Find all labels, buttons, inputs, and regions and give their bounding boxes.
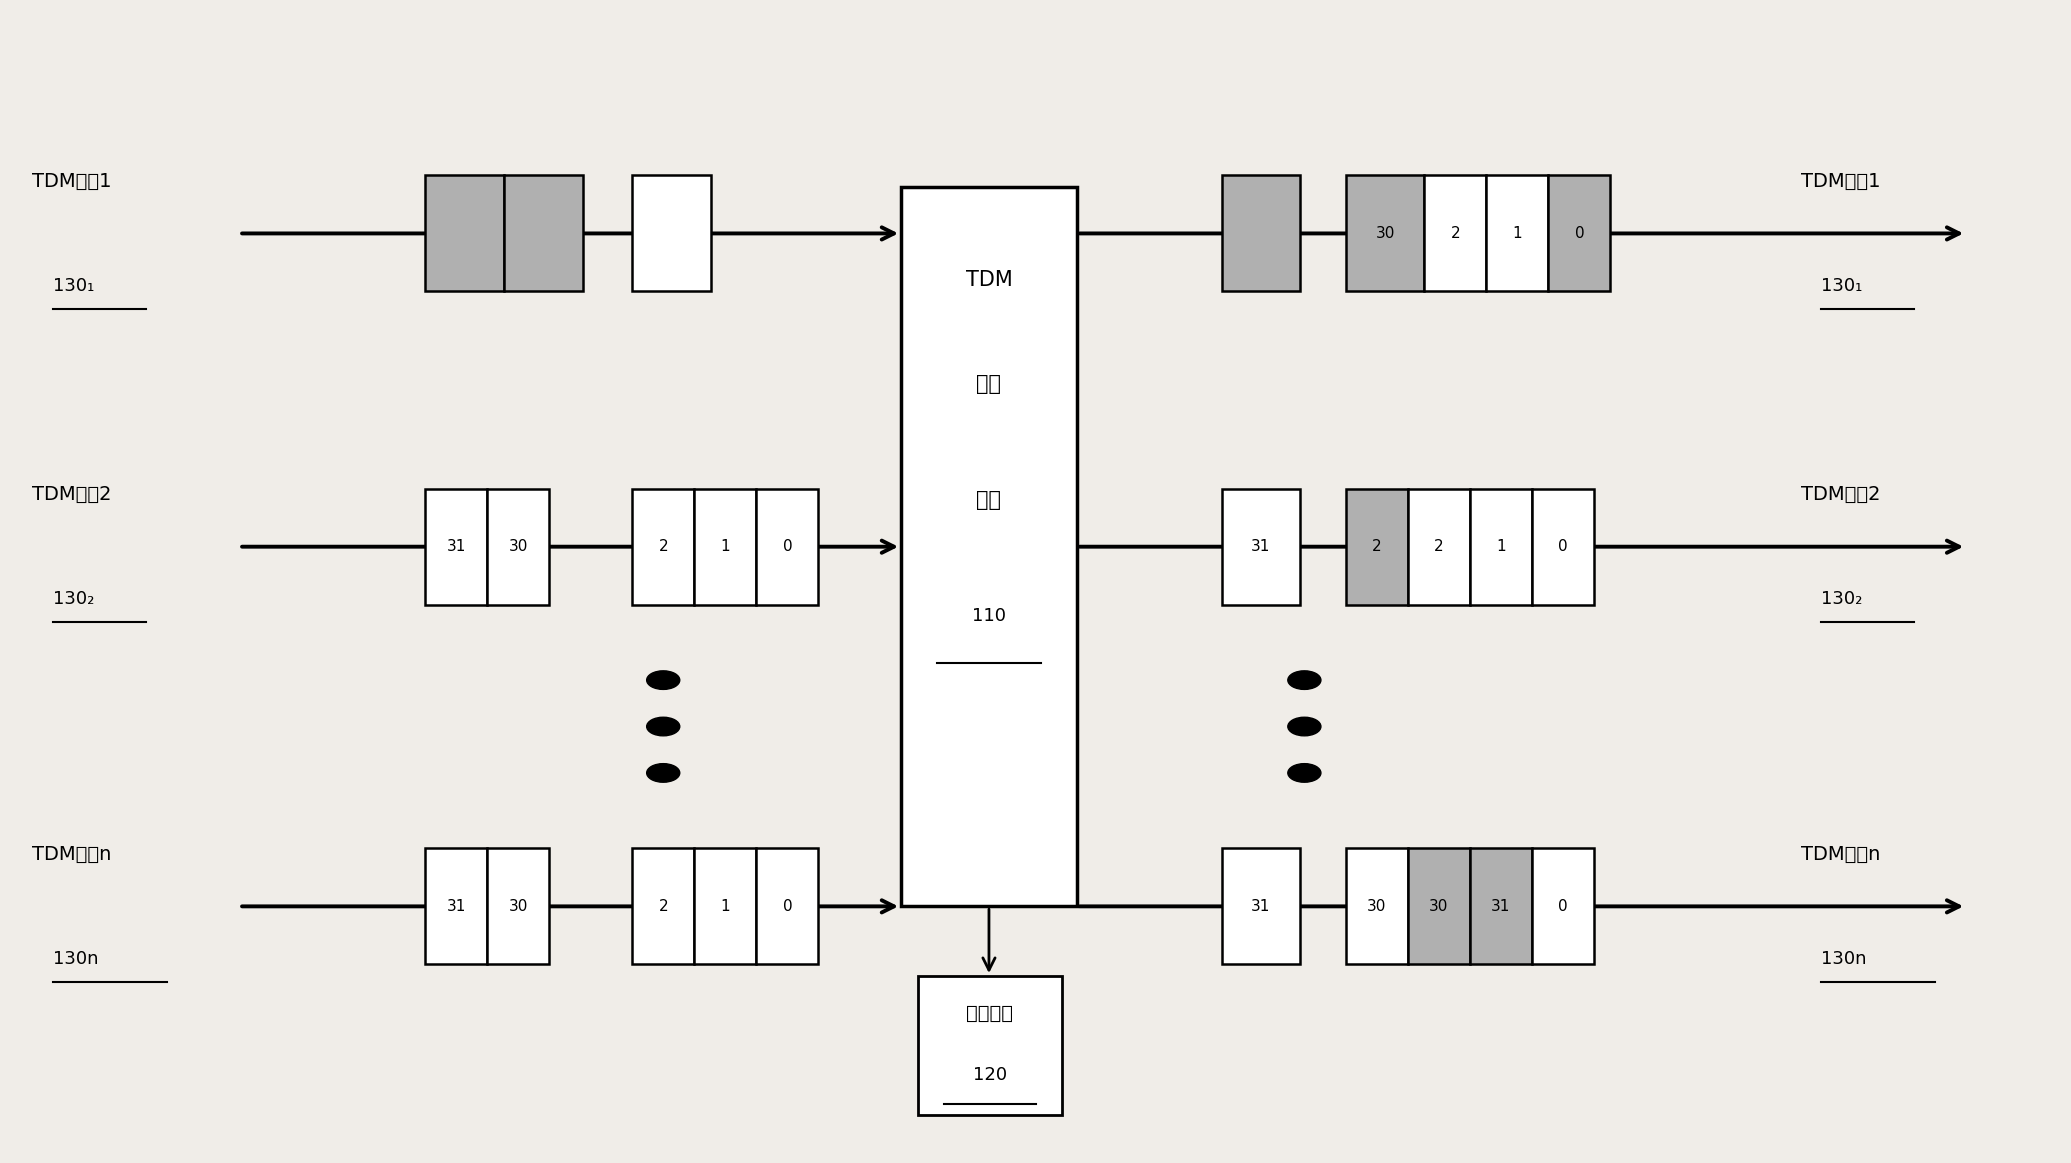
Text: 2: 2 [1371,540,1381,555]
Text: 0: 0 [1557,540,1568,555]
Text: 2: 2 [659,899,669,914]
Text: 130₁: 130₁ [1820,277,1862,294]
Text: 2: 2 [1433,540,1443,555]
Text: 1: 1 [1512,226,1522,241]
Text: 30: 30 [1375,226,1394,241]
Bar [1346,848,1408,964]
Bar [1346,488,1408,605]
Bar [756,848,818,964]
Bar [1408,848,1470,964]
Text: 2: 2 [659,540,669,555]
Bar [632,488,694,605]
Text: 1: 1 [721,899,731,914]
Bar [425,488,487,605]
Bar [1222,848,1301,964]
Text: TDM接口n: TDM接口n [33,844,112,864]
Text: 1: 1 [721,540,731,555]
Bar [1222,176,1301,292]
Bar [632,176,710,292]
Bar [694,848,756,964]
Bar [487,848,549,964]
Bar [503,176,582,292]
Bar [425,848,487,964]
Circle shape [646,671,679,690]
Text: 130n: 130n [1820,949,1866,968]
Text: 0: 0 [1557,899,1568,914]
Text: TDM接口2: TDM接口2 [33,485,112,504]
Text: 30: 30 [1429,899,1448,914]
Text: 130₂: 130₂ [1820,590,1862,608]
Bar [1425,176,1487,292]
Bar [1346,176,1425,292]
Text: 30: 30 [509,899,528,914]
Text: 120: 120 [973,1065,1007,1084]
Text: 31: 31 [1491,899,1510,914]
Text: TDM接口2: TDM接口2 [1802,485,1880,504]
Bar [487,488,549,605]
Bar [1549,176,1611,292]
Text: 2: 2 [1450,226,1460,241]
Bar [425,176,503,292]
Text: 130₂: 130₂ [54,590,95,608]
Text: 交换: 交换 [975,374,1002,394]
Text: 110: 110 [971,607,1007,626]
Text: 31: 31 [447,899,466,914]
Circle shape [1288,764,1321,783]
Text: 31: 31 [447,540,466,555]
Text: 同步单元: 同步单元 [967,1004,1013,1022]
Text: 130₁: 130₁ [54,277,95,294]
Text: TDM接口1: TDM接口1 [1802,172,1880,191]
Bar [756,488,818,605]
Text: 0: 0 [783,899,791,914]
Text: 30: 30 [509,540,528,555]
Text: TDM接口n: TDM接口n [1802,844,1880,864]
Text: 0: 0 [783,540,791,555]
Bar [1533,488,1595,605]
Circle shape [1288,671,1321,690]
Bar [1470,848,1533,964]
Text: 30: 30 [1367,899,1385,914]
Bar [917,976,1062,1115]
Bar [632,848,694,964]
Circle shape [1288,718,1321,736]
Circle shape [646,764,679,783]
Text: 130n: 130n [54,949,99,968]
Bar [1222,488,1301,605]
Text: 0: 0 [1574,226,1584,241]
Bar [901,187,1077,906]
Text: 31: 31 [1251,899,1272,914]
Text: TDM: TDM [965,270,1013,290]
Bar [1470,488,1533,605]
Text: 单元: 单元 [975,491,1002,511]
Text: 31: 31 [1251,540,1272,555]
Text: 1: 1 [1495,540,1506,555]
Text: TDM接口1: TDM接口1 [33,172,112,191]
Circle shape [646,718,679,736]
Bar [1533,848,1595,964]
Bar [1408,488,1470,605]
Bar [694,488,756,605]
Bar [1487,176,1549,292]
